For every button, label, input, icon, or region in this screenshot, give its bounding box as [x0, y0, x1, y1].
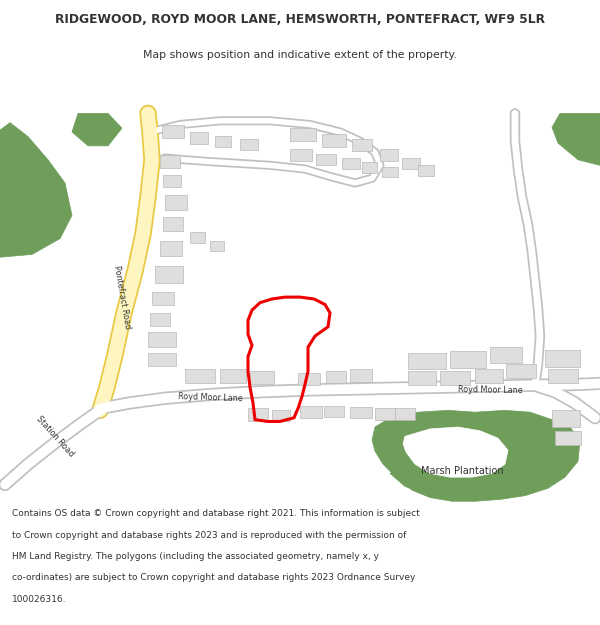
- Polygon shape: [160, 155, 180, 168]
- Polygon shape: [490, 348, 522, 363]
- Polygon shape: [300, 406, 322, 418]
- Polygon shape: [475, 369, 503, 383]
- Polygon shape: [326, 371, 346, 383]
- Polygon shape: [555, 431, 581, 444]
- Polygon shape: [552, 113, 600, 166]
- Polygon shape: [290, 128, 316, 141]
- Text: HM Land Registry. The polygons (including the associated geometry, namely x, y: HM Land Registry. The polygons (includin…: [12, 552, 379, 561]
- Polygon shape: [0, 122, 72, 258]
- Text: Station Road: Station Road: [34, 414, 76, 458]
- Polygon shape: [165, 195, 187, 210]
- Polygon shape: [210, 241, 224, 251]
- Text: 100026316.: 100026316.: [12, 594, 67, 604]
- Polygon shape: [272, 411, 290, 421]
- Polygon shape: [215, 136, 231, 147]
- Polygon shape: [298, 373, 320, 385]
- Polygon shape: [322, 134, 346, 147]
- Polygon shape: [548, 369, 578, 383]
- Polygon shape: [250, 371, 274, 384]
- Polygon shape: [190, 232, 205, 243]
- Polygon shape: [190, 132, 208, 144]
- Polygon shape: [163, 174, 181, 187]
- Text: Contains OS data © Crown copyright and database right 2021. This information is : Contains OS data © Crown copyright and d…: [12, 509, 420, 518]
- Polygon shape: [440, 371, 470, 385]
- Polygon shape: [220, 369, 246, 383]
- Polygon shape: [148, 332, 176, 348]
- Polygon shape: [390, 466, 548, 499]
- Polygon shape: [545, 350, 580, 367]
- Polygon shape: [350, 369, 372, 381]
- Polygon shape: [148, 352, 176, 366]
- Polygon shape: [375, 409, 395, 419]
- Polygon shape: [408, 371, 436, 385]
- Polygon shape: [418, 166, 434, 176]
- Polygon shape: [395, 409, 415, 419]
- Polygon shape: [408, 352, 446, 369]
- Text: Royd Moor Lane: Royd Moor Lane: [178, 392, 242, 403]
- Polygon shape: [350, 407, 372, 418]
- Polygon shape: [552, 411, 580, 427]
- Text: Royd Moor Lane: Royd Moor Lane: [458, 385, 523, 395]
- Polygon shape: [402, 158, 420, 169]
- Polygon shape: [372, 411, 580, 501]
- Text: co-ordinates) are subject to Crown copyright and database rights 2023 Ordnance S: co-ordinates) are subject to Crown copyr…: [12, 573, 415, 582]
- Text: to Crown copyright and database rights 2023 and is reproduced with the permissio: to Crown copyright and database rights 2…: [12, 531, 406, 539]
- Polygon shape: [150, 313, 170, 326]
- Polygon shape: [506, 364, 536, 378]
- Polygon shape: [290, 149, 312, 161]
- Text: Marsh Plantation: Marsh Plantation: [421, 466, 503, 476]
- Polygon shape: [152, 291, 174, 306]
- Text: RIDGEWOOD, ROYD MOOR LANE, HEMSWORTH, PONTEFRACT, WF9 5LR: RIDGEWOOD, ROYD MOOR LANE, HEMSWORTH, PO…: [55, 12, 545, 26]
- Text: Pontefract Road: Pontefract Road: [112, 265, 132, 329]
- Polygon shape: [162, 124, 184, 138]
- Polygon shape: [450, 351, 486, 368]
- Polygon shape: [362, 162, 377, 172]
- Text: Map shows position and indicative extent of the property.: Map shows position and indicative extent…: [143, 50, 457, 60]
- Polygon shape: [160, 241, 182, 256]
- Polygon shape: [403, 427, 508, 477]
- Polygon shape: [342, 158, 360, 169]
- Polygon shape: [382, 168, 398, 177]
- Polygon shape: [324, 406, 344, 417]
- Polygon shape: [352, 139, 372, 151]
- Polygon shape: [248, 409, 268, 421]
- Polygon shape: [380, 149, 398, 161]
- Polygon shape: [185, 369, 215, 383]
- Polygon shape: [155, 266, 183, 283]
- Polygon shape: [163, 217, 183, 231]
- Polygon shape: [240, 139, 258, 151]
- Polygon shape: [316, 154, 336, 166]
- Polygon shape: [72, 113, 122, 146]
